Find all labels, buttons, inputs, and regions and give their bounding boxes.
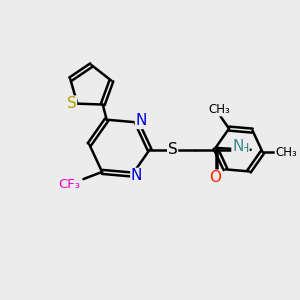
Text: S: S [168, 142, 178, 157]
Text: N: N [232, 140, 243, 154]
Text: CH₃: CH₃ [275, 146, 297, 159]
Text: N: N [131, 169, 142, 184]
Text: S: S [67, 96, 76, 111]
Text: O: O [210, 170, 222, 185]
Text: CH₃: CH₃ [208, 103, 230, 116]
Text: N: N [135, 113, 147, 128]
Text: CF₃: CF₃ [58, 178, 80, 191]
Text: H: H [240, 142, 249, 155]
